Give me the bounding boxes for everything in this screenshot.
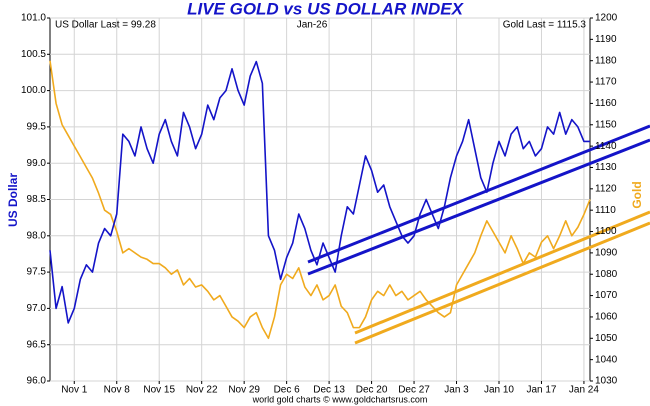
y-tick-label: 98.0: [27, 230, 47, 241]
x-tick-label: Jan 17: [526, 385, 556, 396]
y-tick-label: 99.5: [27, 122, 47, 133]
chart-title: LIVE GOLD vs US DOLLAR INDEX: [187, 0, 464, 18]
y-tick-label: 101.0: [21, 13, 46, 24]
x-tick-label: Nov 8: [104, 385, 131, 396]
y2-tick-label: 1040: [595, 354, 618, 365]
y2-tick-label: 1200: [595, 13, 618, 24]
y-tick-label: 96.0: [27, 376, 47, 387]
y2-tick-label: 1090: [595, 248, 618, 259]
series-line: [49, 60, 590, 324]
y2-tick-label: 1060: [595, 312, 618, 323]
trend-line: [307, 138, 650, 276]
x-tick-label: Dec 6: [274, 385, 301, 396]
y2-tick-label: 1050: [595, 333, 618, 344]
trend-line: [307, 124, 650, 264]
y2-tick-label: 1160: [595, 98, 617, 109]
trend-line: [354, 221, 650, 345]
y-tick-label: 96.5: [27, 339, 47, 350]
y2-tick-label: 1140: [595, 141, 617, 152]
x-tick-label: Jan 24: [569, 385, 599, 396]
series-line: [49, 60, 591, 340]
trend-lines: [307, 124, 650, 345]
y2-tick-label: 1110: [595, 205, 616, 216]
y2-tick-label: 1080: [595, 269, 618, 280]
header-date: Jan-26: [297, 20, 328, 31]
marks: [49, 60, 591, 340]
header-right: Gold Last = 1115.3: [503, 20, 587, 31]
y2-tick-label: 1030: [595, 376, 618, 387]
y2-tick-label: 1170: [595, 77, 617, 88]
y-tick-label: 97.0: [27, 303, 47, 314]
x-tick-label: Nov 1: [61, 385, 88, 396]
x-tick-label: Dec 13: [313, 385, 345, 396]
y-tick-label: 97.5: [27, 267, 47, 278]
y2-tick-label: 1190: [595, 34, 617, 45]
x-tick-label: Jan 10: [484, 385, 514, 396]
footer: world gold charts © www.goldchartsrus.co…: [252, 394, 428, 404]
y-axis-title: US Dollar: [6, 173, 20, 227]
x-tick-label: Nov 15: [143, 385, 175, 396]
y2-axis-title: Gold: [630, 181, 644, 208]
x-tick-label: Dec 27: [398, 385, 430, 396]
x-tick-label: Dec 20: [356, 385, 388, 396]
x-tick-label: Nov 22: [186, 385, 218, 396]
trend-line: [354, 210, 650, 335]
x-tick-label: Nov 29: [228, 385, 260, 396]
y2-tick-label: 1150: [595, 119, 617, 130]
y2-tick-label: 1070: [595, 290, 618, 301]
header-left: US Dollar Last = 99.28: [55, 20, 156, 31]
y-tick-label: 100.5: [21, 49, 46, 60]
y-tick-label: 100.0: [21, 85, 46, 96]
y2-tick-label: 1120: [595, 183, 617, 194]
y2-tick-label: 1180: [595, 55, 617, 66]
y2-tick-label: 1100: [595, 226, 617, 237]
y2-tick-label: 1130: [595, 162, 617, 173]
y-tick-label: 99.0: [27, 158, 47, 169]
y-tick-label: 98.5: [27, 194, 47, 205]
x-tick-label: Jan 3: [444, 385, 469, 396]
